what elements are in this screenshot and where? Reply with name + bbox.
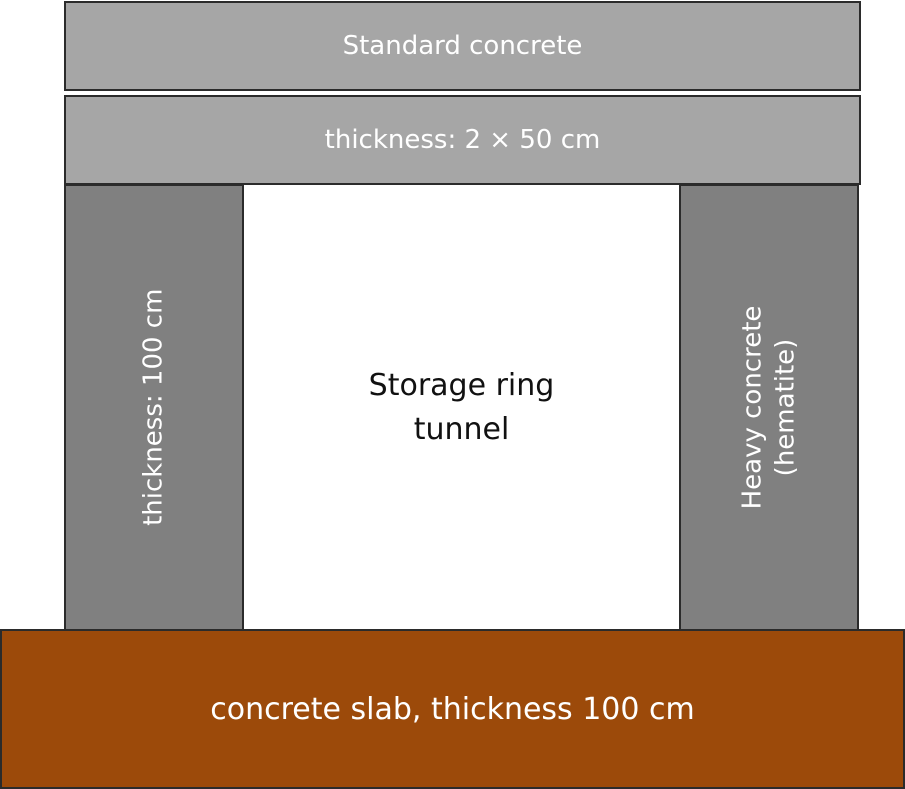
standard-concrete-label: Standard concrete <box>342 31 583 61</box>
right-wall-text: Heavy concrete (hematite) <box>737 306 802 510</box>
storage-ring-tunnel: Storage ring tunnel <box>244 184 679 631</box>
standard-concrete-layer: Standard concrete <box>64 1 861 91</box>
right-wall-label-line1: Heavy concrete <box>737 305 768 510</box>
left-wall-label: thickness: 100 cm <box>138 288 169 527</box>
left-wall-text: thickness: 100 cm <box>138 289 171 526</box>
right-wall-label-line2: (hematite) <box>770 338 800 477</box>
slab-label: concrete slab, thickness 100 cm <box>210 691 695 727</box>
roof-thickness-label: thickness: 2 × 50 cm <box>324 125 601 155</box>
tunnel-text: Storage ring tunnel <box>369 364 555 451</box>
roof-thickness-layer: thickness: 2 × 50 cm <box>64 95 861 185</box>
left-wall: thickness: 100 cm <box>64 184 244 631</box>
right-wall: Heavy concrete (hematite) <box>679 184 859 631</box>
tunnel-label-line2: tunnel <box>413 411 510 447</box>
tunnel-label-line1: Storage ring <box>368 368 555 403</box>
concrete-slab: concrete slab, thickness 100 cm <box>0 629 905 789</box>
